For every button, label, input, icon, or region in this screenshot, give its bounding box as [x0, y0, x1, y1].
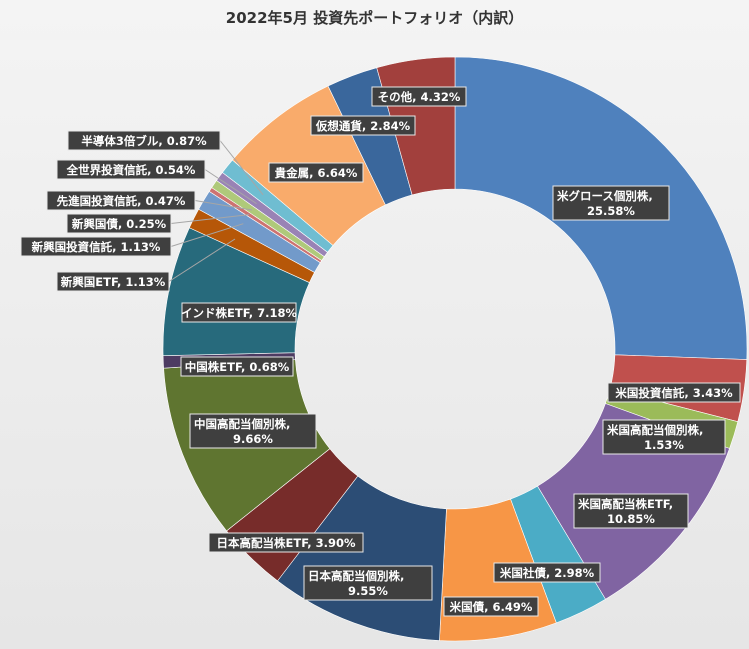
data-label-box: [552, 185, 670, 221]
data-label: 貴金属, 6.64%: [268, 162, 364, 183]
data-label: 米国社債, 2.98%: [493, 562, 601, 583]
label-leader-line: [194, 200, 253, 211]
data-label-box: [180, 356, 294, 377]
data-label: 米グロース個別株,25.58%: [552, 185, 670, 221]
data-label-box: [189, 413, 317, 449]
data-label-box: [56, 159, 206, 180]
data-label-text: 10.85%: [607, 512, 655, 526]
data-label: 米国投資信託, 3.43%: [607, 382, 741, 403]
data-label: 中国株ETF, 0.68%: [180, 356, 294, 377]
data-label-box: [573, 493, 689, 529]
data-label-text: 米国高配当株ETF,: [577, 497, 673, 511]
label-leader-line: [219, 140, 264, 196]
data-label-text: 9.55%: [348, 584, 388, 598]
data-label: 中国高配当個別株,9.66%: [189, 413, 317, 449]
label-leader-line: [168, 238, 236, 282]
data-label-text: 全世界投資信託, 0.54%: [66, 163, 196, 177]
label-leader-line: [170, 214, 250, 224]
data-label: インド株ETF, 7.18%: [181, 302, 297, 323]
data-label-box: [268, 162, 364, 183]
data-label-box: [493, 562, 601, 583]
data-label-text: 1.53%: [644, 438, 684, 452]
data-label-text: 新興国投資信託, 1.13%: [32, 240, 161, 254]
data-label-text: 25.58%: [587, 204, 635, 218]
data-label-text: 米国社債, 2.98%: [499, 566, 595, 580]
data-label-box: [66, 213, 172, 234]
data-label-text: 貴金属, 6.64%: [275, 166, 358, 180]
label-leader-line: [170, 223, 244, 247]
data-label: 新興国債, 0.25%: [66, 213, 172, 234]
data-label-text: 新興国債, 0.25%: [72, 217, 167, 231]
data-label-box: [181, 302, 297, 323]
data-label-box: [310, 115, 416, 136]
data-label-box: [208, 532, 364, 553]
data-label-box: [303, 565, 433, 601]
data-label-box: [443, 596, 539, 617]
data-label-text: 仮想通貨, 2.84%: [315, 119, 411, 133]
data-label-text: インド株ETF, 7.18%: [181, 306, 297, 320]
data-label: その他, 4.32%: [371, 86, 467, 107]
data-label: 仮想通貨, 2.84%: [310, 115, 416, 136]
data-label: 新興国ETF, 1.13%: [56, 271, 170, 292]
data-label-text: 日本高配当株ETF, 3.90%: [217, 536, 356, 550]
data-label: 全世界投資信託, 0.54%: [56, 159, 206, 180]
data-label-box: [20, 236, 172, 257]
chart-title: 2022年5月 投資先ポートフォリオ（内訳）: [225, 9, 524, 27]
data-label: 日本高配当株ETF, 3.90%: [208, 532, 364, 553]
data-label-text: 9.66%: [233, 432, 273, 446]
data-label: 先進国投資信託, 0.47%: [46, 190, 196, 211]
data-label: 米国高配当株ETF,10.85%: [573, 493, 689, 529]
data-label: 新興国投資信託, 1.13%: [20, 236, 172, 257]
data-label: 半導体3倍ブル, 0.87%: [67, 130, 221, 151]
data-label-text: 先進国投資信託, 0.47%: [57, 194, 186, 208]
data-label-text: 日本高配当個別株,: [308, 569, 404, 583]
data-label-text: その他, 4.32%: [378, 90, 461, 104]
data-label-text: 新興国ETF, 1.13%: [61, 275, 166, 289]
data-label-text: 中国株ETF, 0.68%: [185, 360, 290, 374]
label-leader-line: [204, 169, 257, 205]
data-label: 米国高配当個別株,1.53%: [602, 419, 726, 455]
data-label-text: 米国債, 6.49%: [449, 600, 533, 614]
data-label: 米国債, 6.49%: [443, 596, 539, 617]
data-label-text: 米グロース個別株,: [556, 189, 653, 203]
data-label-box: [56, 271, 170, 292]
data-label-box: [602, 419, 726, 455]
data-label-box: [607, 382, 741, 403]
data-label-box: [371, 86, 467, 107]
data-label-box: [46, 190, 196, 211]
data-label-box: [67, 130, 221, 151]
data-label-text: 中国高配当個別株,: [194, 417, 290, 431]
data-label-text: 半導体3倍ブル, 0.87%: [81, 134, 207, 148]
data-label-text: 米国高配当個別株,: [606, 423, 703, 437]
data-label: 日本高配当個別株,9.55%: [303, 565, 433, 601]
data-label-text: 米国投資信託, 3.43%: [614, 386, 733, 400]
